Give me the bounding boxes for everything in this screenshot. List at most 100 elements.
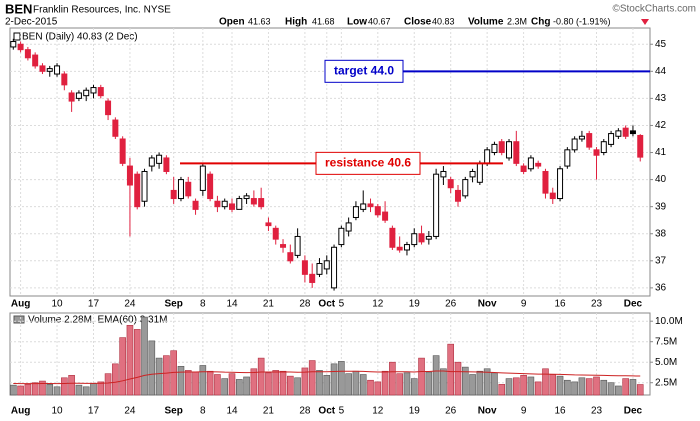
candle-body — [119, 138, 126, 164]
y-tick-label: 42 — [655, 120, 667, 131]
stat-value: 40.83 — [432, 16, 455, 26]
stat-label: Volume — [468, 17, 504, 28]
candle-body — [316, 263, 323, 275]
volume-bar — [367, 379, 374, 396]
candle-body — [374, 206, 381, 216]
candle-body — [578, 135, 585, 140]
volume-bar — [250, 368, 258, 396]
volume-bar — [90, 383, 97, 396]
volume-bar — [308, 360, 316, 396]
candle-body — [97, 87, 104, 97]
candle-body — [396, 246, 403, 251]
price-panel — [9, 27, 651, 297]
x-tick-label: 24 — [124, 299, 136, 310]
volume-bar — [607, 382, 615, 396]
volume-bar — [374, 381, 382, 396]
volume-bar — [31, 382, 39, 396]
candle-body — [75, 92, 82, 99]
volume-bar — [389, 361, 396, 396]
volume-bar — [622, 378, 629, 396]
volume-bar — [133, 329, 141, 396]
candle-body — [440, 170, 447, 178]
candle-body — [520, 165, 527, 172]
candle-body — [126, 165, 133, 186]
volume-bar — [381, 370, 389, 396]
stat-label: High — [285, 17, 307, 28]
volume-bar — [206, 370, 214, 396]
ema-line — [13, 370, 641, 385]
volume-bar — [53, 386, 61, 396]
candle-body — [32, 54, 39, 67]
candle-body — [425, 235, 432, 240]
candle-body — [637, 134, 644, 158]
y-tick-label: 39 — [655, 201, 667, 212]
volume-bar — [294, 377, 301, 396]
x-tick-label: 8 — [200, 406, 206, 417]
candle-body — [462, 179, 469, 197]
candle-body — [513, 141, 520, 164]
candle-body — [199, 165, 206, 191]
volume-bar — [104, 373, 112, 396]
candle-body — [476, 162, 483, 183]
volume-bar — [513, 377, 520, 396]
volume-legend-icon — [13, 315, 25, 324]
x-tick-label: Sep — [165, 406, 183, 417]
candle-body — [250, 198, 257, 205]
y-tick-label: 2.5M — [655, 377, 677, 388]
volume-bar — [287, 375, 294, 396]
candle-body — [192, 200, 199, 210]
x-tick-label: 9 — [521, 406, 527, 417]
x-tick-label: Dec — [624, 299, 643, 310]
candle-body — [287, 252, 294, 262]
y-tick-label: 37 — [655, 255, 667, 266]
volume-bar — [279, 370, 287, 396]
y-tick-label: 10.0M — [655, 316, 683, 327]
x-tick-label: 17 — [88, 299, 100, 310]
stat-label: Close — [404, 17, 432, 28]
candle-body — [527, 157, 534, 170]
volume-bar — [228, 373, 236, 396]
volume-bar — [323, 375, 331, 396]
candle-body — [243, 195, 250, 200]
candle-body — [615, 130, 622, 137]
volume-bar — [338, 361, 345, 396]
candle-body — [309, 273, 316, 283]
volume-bar — [520, 375, 527, 396]
x-tick-label: 19 — [409, 406, 421, 417]
volume-bar — [257, 357, 265, 396]
candle-body — [68, 92, 75, 102]
x-tick-label: 5 — [339, 299, 345, 310]
volume-bar — [629, 379, 637, 396]
candle-body — [498, 141, 505, 154]
volume-bar — [440, 368, 447, 396]
candle-body — [564, 149, 571, 167]
annotation-box — [324, 59, 404, 83]
company: Franklin Resources, Inc. NYSE — [33, 5, 171, 16]
candle-body — [177, 179, 184, 200]
candle-body — [280, 244, 287, 248]
volume-bar — [585, 378, 593, 396]
candle-body — [345, 222, 352, 232]
candle-body — [163, 157, 170, 172]
candle-body — [24, 49, 31, 59]
volume-bar — [498, 384, 506, 396]
candle-body — [331, 246, 338, 289]
stat-value: 2.3M — [507, 16, 527, 26]
volume-bar — [221, 378, 229, 396]
x-tick-label: 19 — [409, 299, 421, 310]
x-tick-label: 8 — [200, 299, 206, 310]
volume-bar — [184, 370, 192, 396]
candle-body — [571, 138, 578, 151]
annotation-box — [315, 151, 421, 175]
x-tick-label: 17 — [88, 406, 100, 417]
volume-bar — [549, 374, 557, 396]
candle-body — [418, 233, 425, 243]
x-tick-label: Aug — [11, 299, 30, 310]
candle-body — [148, 157, 155, 167]
candle-body — [207, 173, 214, 200]
candle-body — [185, 181, 192, 197]
candle-body — [352, 206, 359, 218]
volume-bar — [556, 375, 564, 396]
x-tick-label: 23 — [591, 299, 603, 310]
candle-body — [294, 235, 301, 256]
